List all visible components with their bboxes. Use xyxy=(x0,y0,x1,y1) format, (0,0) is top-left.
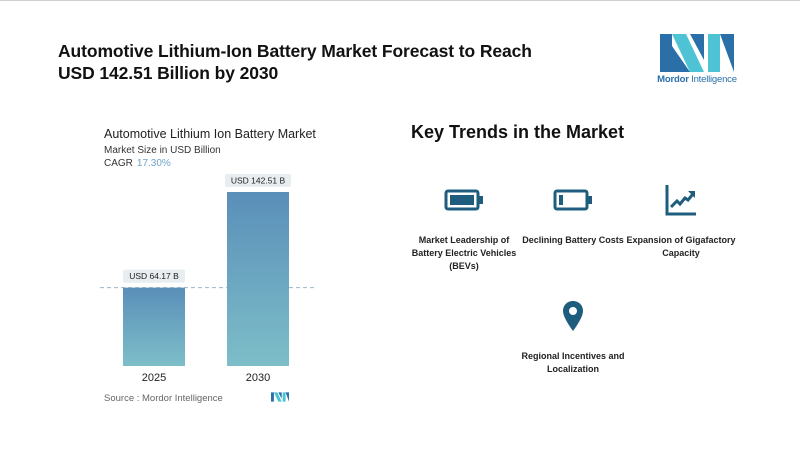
x-tick-label: 2025 xyxy=(142,372,166,384)
trend-item: Market Leadership of Battery Electric Ve… xyxy=(404,180,524,273)
cagr-value: 17.30% xyxy=(136,158,171,169)
page-title: Automotive Lithium-Ion Battery Market Fo… xyxy=(58,41,532,83)
chart-title: Automotive Lithium Ion Battery Market xyxy=(104,127,316,141)
logo-text: Mordor Intelligence xyxy=(657,74,737,85)
mordor-intelligence-logo: Mordor Intelligence xyxy=(652,34,742,90)
bar-2030 xyxy=(227,192,289,366)
trend-label: Market Leadership of Battery Electric Ve… xyxy=(411,235,517,271)
x-tick-label: 2030 xyxy=(246,372,270,384)
logo-mark-icon xyxy=(660,34,734,72)
data-label-bg xyxy=(123,269,185,283)
cagr: CAGR 17.30% xyxy=(104,158,171,169)
location-pin-icon xyxy=(513,296,633,336)
chart-subtitle: Market Size in USD Billion xyxy=(104,145,221,156)
data-label: USD 64.17 B xyxy=(129,271,179,281)
chart-source: Source : Mordor Intelligence xyxy=(104,393,223,404)
battery-full-icon xyxy=(404,180,524,220)
battery-low-icon xyxy=(513,180,633,220)
mini-logo-icon xyxy=(271,392,289,402)
trend-label: Declining Battery Costs xyxy=(522,235,624,245)
trend-label: Expansion of Gigafactory Capacity xyxy=(626,235,736,258)
growth-chart-icon xyxy=(621,180,741,220)
cagr-label: CAGR xyxy=(104,158,133,169)
key-trends-title: Key Trends in the Market xyxy=(411,122,625,142)
trend-item: Regional Incentives and Localization xyxy=(513,296,633,376)
data-label-bg xyxy=(225,174,291,187)
bar-2025 xyxy=(123,287,185,366)
trend-item: Declining Battery Costs xyxy=(513,180,633,247)
trend-item: Expansion of Gigafactory Capacity xyxy=(621,180,741,260)
trend-label: Regional Incentives and Localization xyxy=(521,351,625,374)
bar-chart: USD 64.17 B 2025 USD 142.51 B 2030 xyxy=(100,174,314,384)
data-label: USD 142.51 B xyxy=(231,176,286,186)
top-border xyxy=(0,0,800,1)
